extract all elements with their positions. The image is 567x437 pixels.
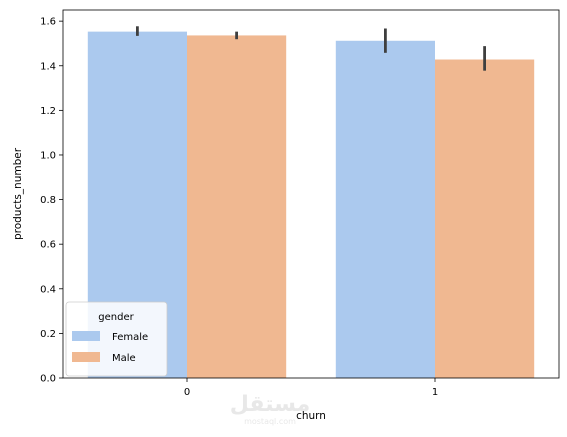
y-tick-label: 1.6: [40, 17, 56, 28]
legend-label-female: Female: [112, 332, 148, 343]
watermark-logo: مستقل: [230, 392, 310, 417]
y-tick-label: 0.0: [40, 374, 56, 385]
x-tick-label: 1: [432, 387, 438, 398]
x-tick-label: 0: [184, 387, 190, 398]
y-tick-label: 1.0: [40, 150, 56, 161]
plot-frame: [62, 9, 560, 379]
bar-male-churn-0: [187, 35, 287, 379]
watermark: مستقل mostaql.com: [230, 392, 310, 426]
watermark-subtext: mostaql.com: [244, 417, 296, 426]
y-tick-label: 1.4: [40, 61, 56, 72]
legend-title: gender: [98, 312, 134, 323]
legend-swatch-female: [72, 331, 100, 341]
y-tick-label: 0.2: [40, 329, 56, 340]
y-axis-label: products_number: [12, 147, 24, 240]
y-tick-label: 0.6: [40, 240, 56, 251]
bars-layer: [87, 31, 535, 379]
legend: gender Female Male: [65, 301, 168, 377]
y-tick-label: 0.8: [40, 195, 56, 206]
error-bars-layer: [135, 26, 487, 71]
y-axis: 0.0 0.2 0.4 0.6 0.8 1.0 1.2 1.4 1.6: [40, 17, 63, 385]
legend-swatch-male: [72, 352, 100, 362]
y-tick-label: 1.2: [40, 106, 56, 117]
y-tick-label: 0.4: [40, 284, 56, 295]
bar-female-churn-1: [335, 40, 435, 378]
x-axis-label: churn: [296, 410, 326, 422]
legend-label-male: Male: [112, 353, 136, 364]
bar-male-churn-1: [435, 59, 535, 378]
